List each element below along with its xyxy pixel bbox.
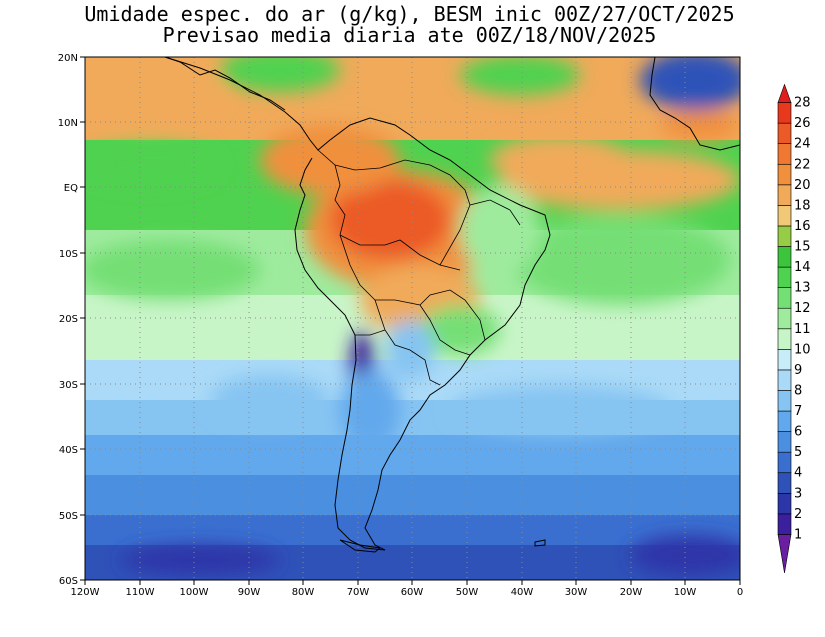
- lat-lon-grid: [85, 57, 740, 580]
- lon-label: 0: [737, 587, 743, 598]
- colorbar-swatch: [777, 451, 792, 474]
- humidity-field: [85, 57, 740, 580]
- colorbar-swatch: [777, 431, 792, 453]
- colorbar-label: 2: [794, 507, 802, 522]
- colorbar-swatch: [777, 349, 792, 371]
- map-subtitle: Previsao media diaria ate 00Z/18/NOV/202…: [162, 23, 657, 47]
- latitude-labels: 20N 10N EQ 10S 20S 30S 40S 50S 60S: [58, 53, 78, 587]
- colorbar-swatch: [777, 184, 792, 206]
- colorbar-swatch: [777, 102, 792, 124]
- colorbar-swatch: [777, 225, 792, 247]
- colorbar-swatch: [777, 287, 792, 309]
- colorbar-swatch: [777, 472, 792, 494]
- coastlines: [164, 57, 740, 553]
- lon-label: 70W: [347, 587, 370, 598]
- colorbar-swatch: [777, 493, 792, 515]
- colorbar-label: 24: [794, 137, 811, 152]
- axis-ticks: [80, 56, 741, 585]
- lat-label: 10N: [58, 118, 78, 129]
- colorbar-label: 26: [794, 116, 811, 131]
- colorbar-swatch: [777, 205, 792, 227]
- lon-label: 10W: [674, 587, 697, 598]
- colorbar-swatch: [777, 83, 792, 103]
- lon-label: 50W: [456, 587, 479, 598]
- colorbar-swatch: [777, 143, 792, 165]
- colorbar-label: 13: [794, 281, 811, 296]
- lon-label: 90W: [238, 587, 261, 598]
- colorbar-swatch: [777, 410, 792, 432]
- lon-label: 110W: [126, 587, 155, 598]
- colorbar-swatch: [777, 390, 792, 412]
- lat-label: 50S: [59, 511, 78, 522]
- falklands: [534, 539, 546, 547]
- colorbar-label: 12: [794, 301, 811, 316]
- colorbar-label: 14: [794, 260, 811, 275]
- lon-label: 60W: [401, 587, 424, 598]
- colorbar-swatch: [777, 328, 792, 350]
- colorbar-label: 10: [794, 342, 811, 357]
- map-title: Umidade espec. do ar (g/kg), BESM inic 0…: [84, 2, 735, 26]
- colorbar-label: 15: [794, 240, 811, 255]
- colorbar-label: 6: [794, 425, 802, 440]
- colorbar-swatch: [777, 513, 792, 535]
- lat-label: 40S: [59, 445, 78, 456]
- lon-label: 20W: [620, 587, 643, 598]
- colorbar-label: 7: [794, 404, 802, 419]
- lat-label: 20N: [58, 53, 78, 64]
- colorbar-label: 16: [794, 219, 811, 234]
- colorbar-label: 5: [794, 445, 802, 460]
- colorbar-label: 28: [794, 96, 811, 111]
- lat-label: 20S: [59, 314, 78, 325]
- colorbar-swatch: [777, 369, 792, 391]
- lat-label: 10S: [59, 249, 78, 260]
- lat-label: EQ: [64, 183, 78, 194]
- lon-label: 120W: [71, 587, 100, 598]
- africa-coast: [649, 57, 740, 151]
- colorbar-label: 20: [794, 178, 811, 193]
- colorbar-swatch: [777, 307, 792, 330]
- longitude-labels: 120W 110W 100W 90W 80W 70W 60W 50W 40W 3…: [71, 587, 744, 598]
- colorbar-label: 9: [794, 363, 802, 378]
- colorbar-label: 3: [794, 486, 802, 501]
- lat-label: 30S: [59, 380, 78, 391]
- colorbar-label: 4: [794, 466, 802, 481]
- lon-label: 30W: [565, 587, 588, 598]
- lon-label: 40W: [511, 587, 534, 598]
- tierra-del-fuego: [339, 539, 382, 553]
- colorbar-swatch: [777, 122, 792, 144]
- central-america-coast: [164, 57, 286, 111]
- colorbar-swatch: [777, 266, 792, 288]
- south-america-coast: [164, 57, 551, 551]
- colorbar-swatch: [777, 246, 792, 268]
- lon-label: 80W: [292, 587, 315, 598]
- colorbar-label: 8: [794, 383, 802, 398]
- lon-label: 100W: [180, 587, 209, 598]
- lat-label: 60S: [59, 576, 78, 587]
- colorbar-swatch: [777, 163, 792, 186]
- colorbar-label: 22: [794, 157, 811, 172]
- country-borders: [317, 149, 521, 386]
- colorbar-label: 18: [794, 198, 811, 213]
- colorbar-label: 1: [794, 527, 802, 542]
- colorbar-label: 11: [794, 322, 811, 337]
- colorbar-swatch: [777, 534, 792, 574]
